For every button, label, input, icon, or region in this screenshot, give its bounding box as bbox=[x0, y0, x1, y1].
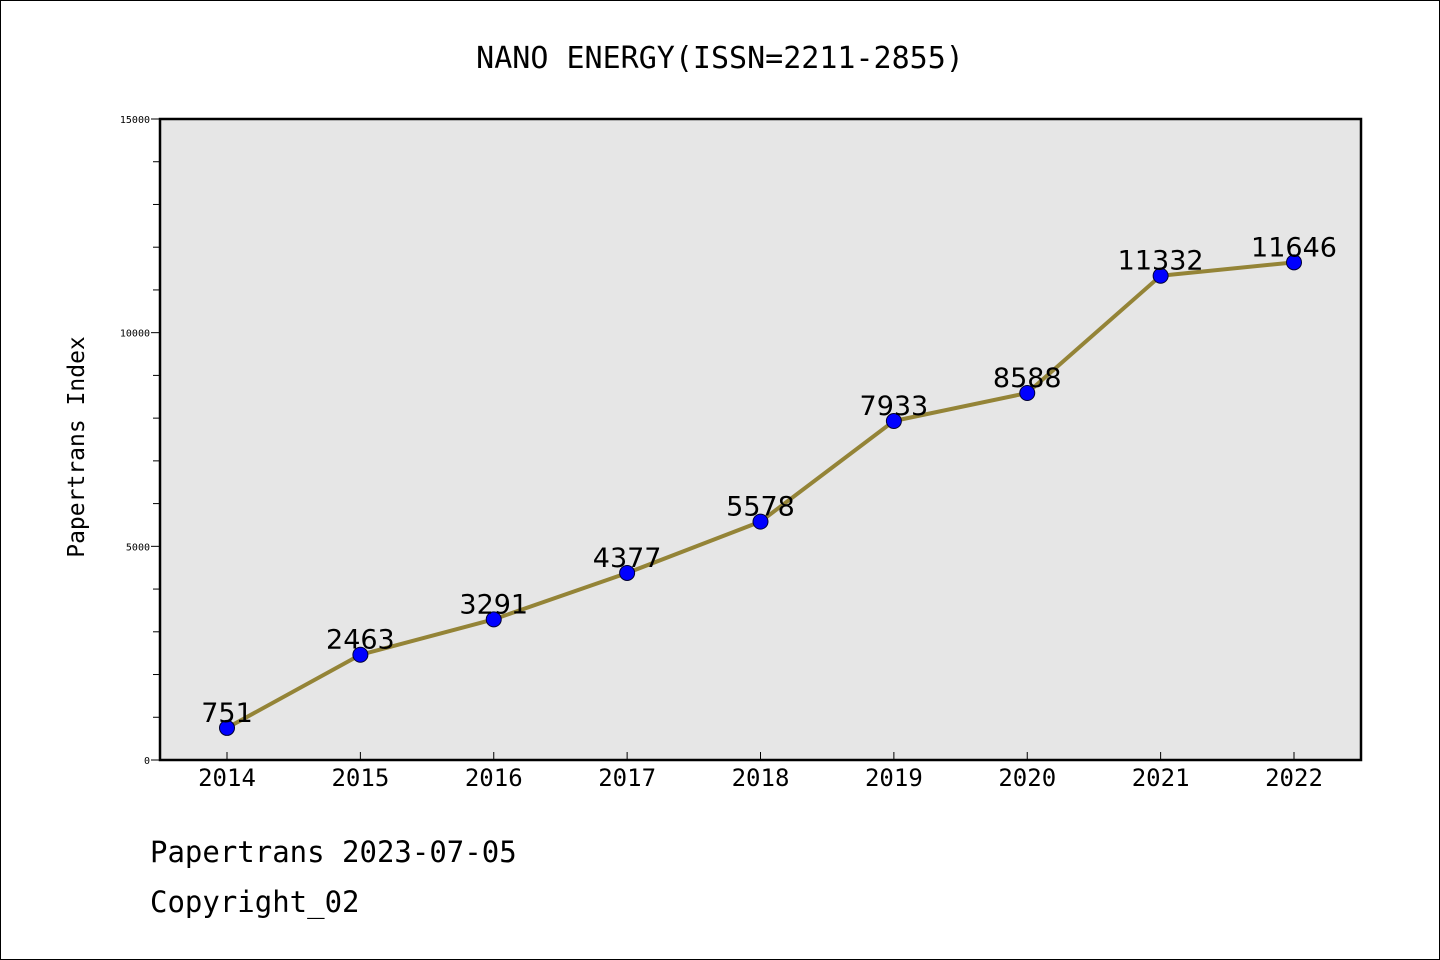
x-tick-label: 2017 bbox=[598, 764, 656, 792]
data-point bbox=[485, 611, 502, 628]
data-point bbox=[1152, 267, 1169, 284]
data-label: 7933 bbox=[860, 391, 929, 422]
data-point bbox=[1019, 385, 1036, 402]
data-label: 11332 bbox=[1118, 246, 1204, 277]
x-tick-label: 2014 bbox=[198, 764, 256, 792]
x-tick-label: 2016 bbox=[465, 764, 523, 792]
data-label: 751 bbox=[201, 698, 253, 729]
x-tick-label: 2020 bbox=[998, 764, 1056, 792]
data-point bbox=[352, 646, 369, 663]
data-point bbox=[885, 412, 902, 429]
series: 751 2463 3291 4377 5578 7933 8588 11332 11646 bbox=[201, 232, 1337, 736]
data-point bbox=[752, 513, 769, 530]
footer-date: Papertrans 2023-07-05 bbox=[150, 835, 517, 869]
x-axis: 2014 2015 2016 2017 2018 2019 2020 2021 2022 bbox=[198, 752, 1323, 792]
y-tick-label: 5000 bbox=[126, 542, 150, 553]
x-tick-label: 2019 bbox=[865, 764, 923, 792]
data-label: 5578 bbox=[726, 492, 795, 523]
x-tick-label: 2021 bbox=[1132, 764, 1190, 792]
footer-copyright: Copyright_02 bbox=[150, 885, 360, 919]
y-axis: 0 5000 10000 15000 bbox=[120, 115, 160, 767]
x-tick-label: 2018 bbox=[732, 764, 790, 792]
chart-title: NANO ENERGY(ISSN=2211-2855) bbox=[476, 41, 964, 76]
data-label: 2463 bbox=[326, 625, 395, 656]
data-label: 11646 bbox=[1251, 232, 1337, 263]
data-point bbox=[1286, 254, 1302, 271]
y-tick-label: 10000 bbox=[120, 329, 150, 340]
data-label: 4377 bbox=[593, 543, 662, 574]
data-point bbox=[619, 564, 636, 581]
y-tick-label: 15000 bbox=[120, 115, 150, 126]
y-axis-label: Papertrans Index bbox=[64, 336, 90, 558]
x-tick-label: 2015 bbox=[331, 764, 389, 792]
data-point bbox=[219, 719, 235, 736]
data-label: 8588 bbox=[993, 363, 1062, 394]
x-tick-label: 2022 bbox=[1265, 764, 1323, 792]
y-tick-label: 0 bbox=[144, 756, 150, 767]
data-label: 3291 bbox=[459, 589, 528, 620]
